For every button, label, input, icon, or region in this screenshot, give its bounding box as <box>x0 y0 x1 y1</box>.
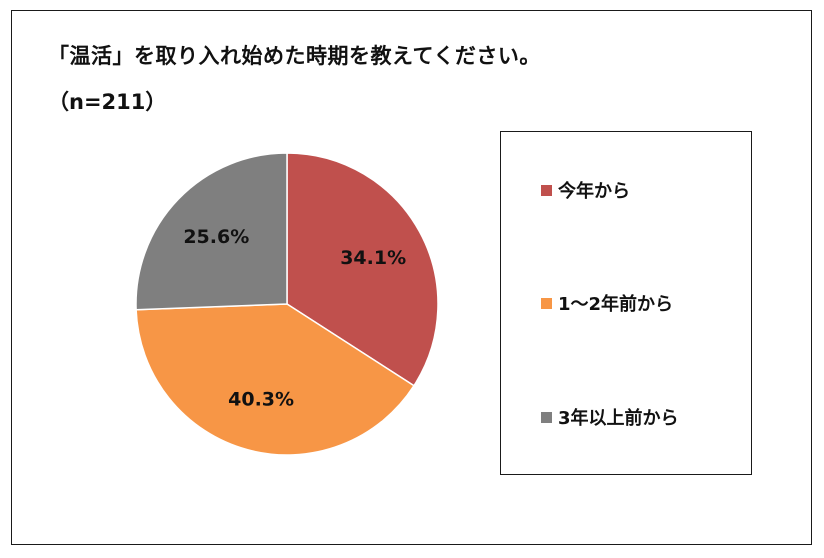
legend-label: 1～2年前から <box>558 294 674 315</box>
chart-title: 「温活」を取り入れ始めた時期を教えてください。 <box>48 44 541 68</box>
data-label-1-2-years-ago: 40.3% <box>228 389 294 411</box>
pie-slice-3-plus-years-ago <box>135 152 288 311</box>
legend-label: 3年以上前から <box>558 408 679 429</box>
data-label-3-plus-years-ago: 25.6% <box>183 226 249 248</box>
chart-subtitle: （n=211） <box>48 90 167 114</box>
data-label-this-year: 34.1% <box>340 247 406 269</box>
legend-item-1-2-years-ago: 1～2年前から <box>541 291 673 315</box>
legend-item-3-plus-years-ago: 3年以上前から <box>541 405 679 429</box>
legend-swatch <box>541 184 552 196</box>
legend-label: 今年から <box>558 181 630 202</box>
legend-swatch <box>541 411 552 423</box>
pie-slice-1-2-years-ago <box>135 303 416 456</box>
legend: 今年から 1～2年前から 3年以上前から <box>500 131 752 475</box>
legend-swatch <box>541 297 552 309</box>
legend-item-this-year: 今年から <box>541 178 630 202</box>
